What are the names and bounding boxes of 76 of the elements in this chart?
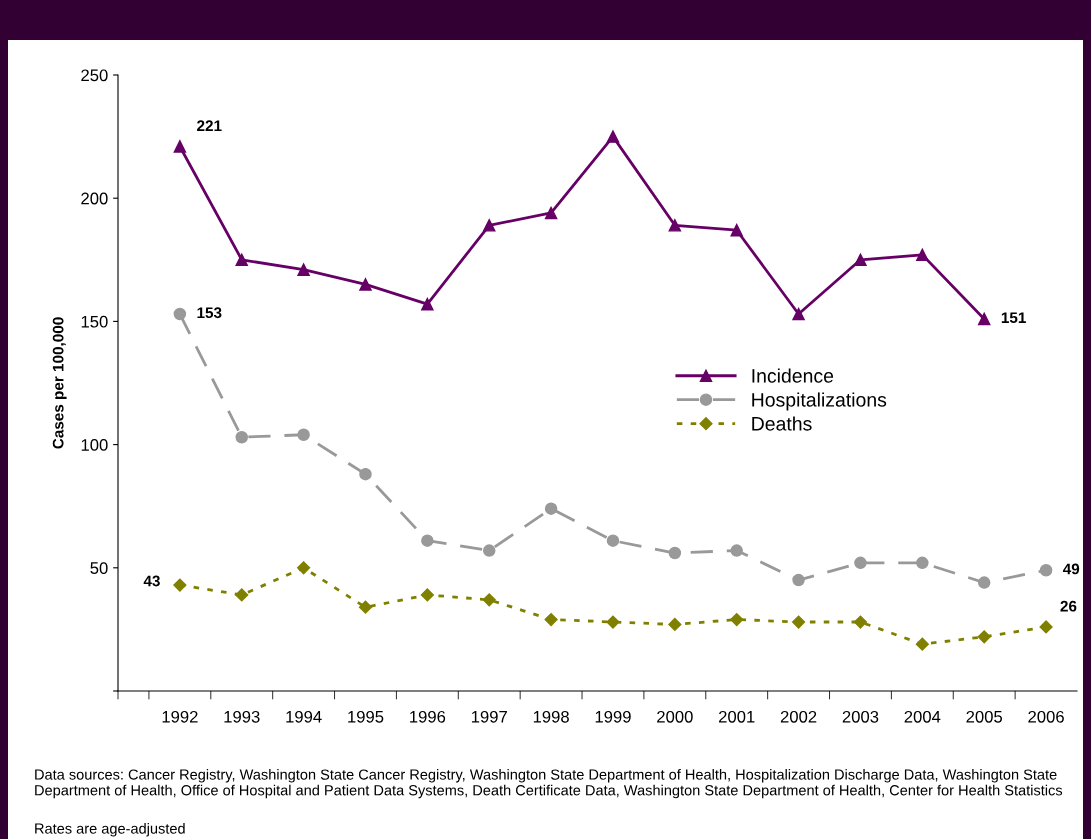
point [173,578,187,592]
legend-label: Incidence [752,368,834,383]
point [916,556,929,570]
y-tick-label: 200 [81,192,108,205]
data-label: 151 [1001,312,1026,324]
point [792,573,805,587]
point [916,248,929,262]
x-tick-label: 1992 [162,710,198,723]
data-label: 26 [1060,600,1077,612]
point [235,588,249,602]
point [359,278,372,291]
point [544,612,558,627]
data-label: 221 [197,120,222,131]
point [792,307,805,321]
point [977,630,991,644]
point [482,219,496,232]
point [421,297,434,311]
point [854,253,867,267]
data-label: 49 [1062,563,1080,575]
point [297,561,311,575]
point [606,615,620,629]
point [791,615,806,629]
point [668,219,682,232]
point [482,544,496,557]
point [544,206,558,220]
y-axis-title: Cases per 100,000 [52,317,67,449]
x-tick-label: 1997 [471,710,507,723]
y-tick-label: 100 [81,439,108,451]
y-tick-label: 250 [81,69,108,82]
text: Rates are age-adjusted [35,823,185,837]
point [1039,564,1053,577]
data-label: 153 [197,307,222,319]
x-tick-label: 1998 [533,710,569,723]
point [1039,620,1053,634]
text: Data sources: Cancer Registry, Washington State Cancer Registry, Washington State Department of Health, Hospitalization Discharge Data, Washington State Department of Health, Office of Hospital and Patient Data Systems, Death Certificate Data, Washington State Department of Health, Center for Health Statistics [35,769,1063,799]
point [359,467,372,481]
point [297,263,310,276]
point [235,430,248,444]
x-tick-label: 1995 [348,710,384,723]
x-tick-label: 2005 [966,710,1003,723]
x-tick-label: 2004 [904,710,941,723]
data-label: 43 [143,575,160,587]
point [854,556,867,570]
legend-label: Hospitalizations [752,392,887,411]
x-tick-label: 2001 [719,710,755,723]
point [606,534,620,547]
point [421,534,434,547]
point [173,307,187,321]
x-tick-label: 2000 [657,710,693,723]
point [730,544,743,557]
point [668,617,682,632]
x-tick-label: 2002 [780,710,817,723]
point [235,253,248,267]
point [482,593,496,607]
point [420,588,434,602]
point [668,546,682,560]
point [297,428,310,441]
point [173,140,187,153]
y-tick-label: 50 [90,562,108,574]
y-tick-label: 150 [81,315,108,328]
x-tick-label: 2003 [842,710,879,723]
x-tick-label: 2006 [1028,710,1064,723]
point [853,615,868,629]
point [544,502,558,515]
point [730,223,743,237]
x-tick-label: 1999 [595,710,631,723]
point [977,312,991,326]
x-tick-label: 1993 [224,710,260,723]
x-tick-label: 1996 [410,710,446,723]
point [915,637,929,651]
x-tick-label: 1994 [286,710,322,723]
point [606,130,620,143]
point [358,600,373,614]
point [730,612,744,627]
legend-label: Deaths [752,416,812,431]
point [977,576,991,589]
